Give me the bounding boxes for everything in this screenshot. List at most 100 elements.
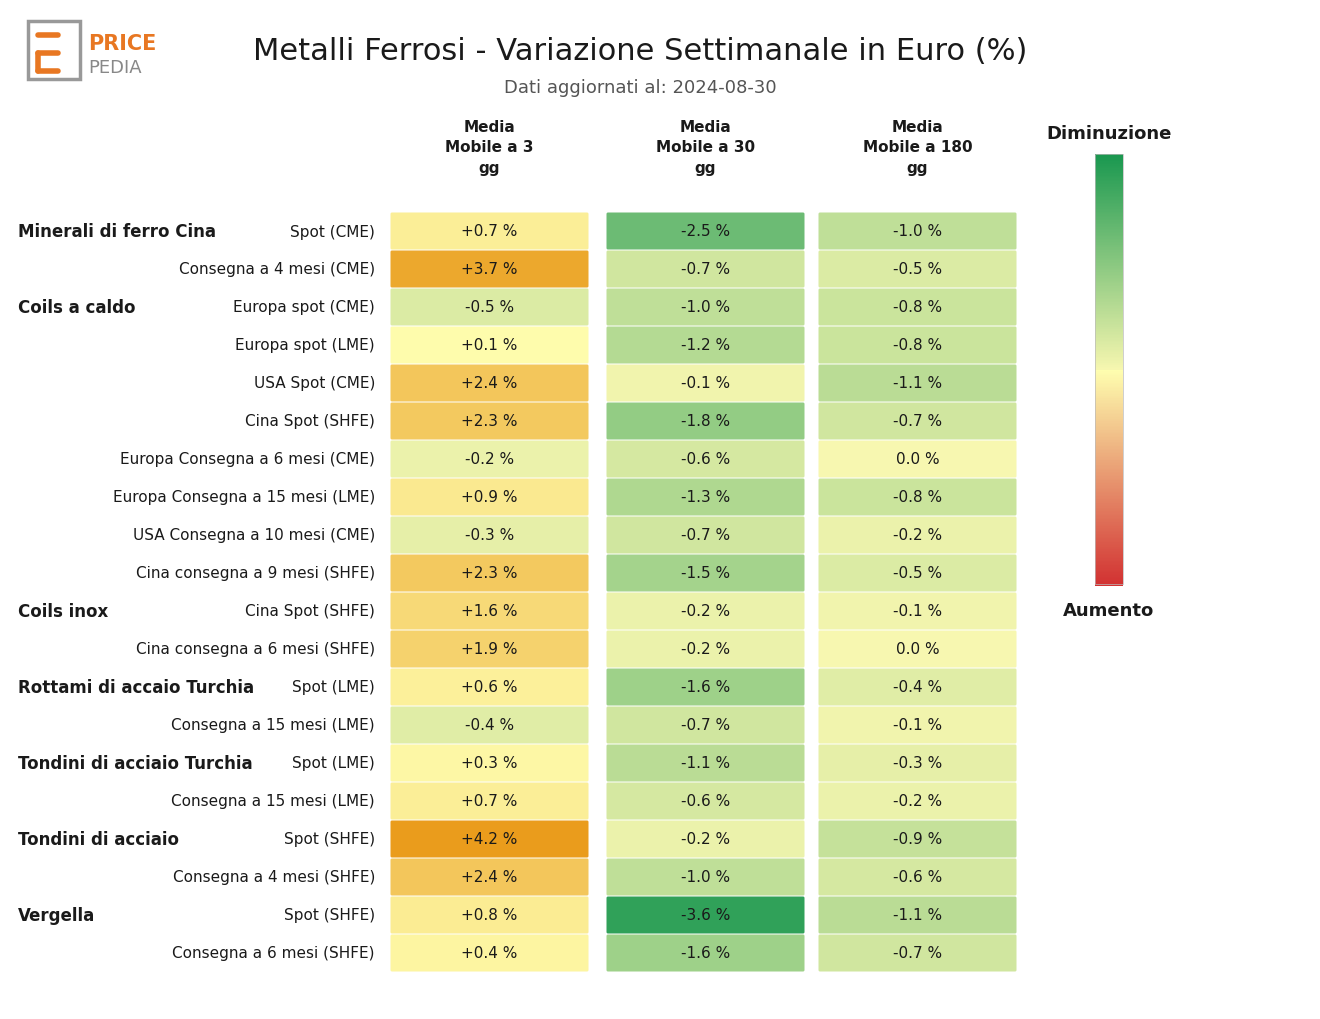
Bar: [1096, 545, 1123, 548]
Bar: [1096, 198, 1123, 200]
Bar: [1096, 557, 1123, 559]
Bar: [1096, 407, 1123, 409]
Text: USA Spot (CME): USA Spot (CME): [253, 376, 375, 391]
Bar: [1096, 495, 1123, 497]
Bar: [1096, 166, 1123, 168]
Text: Consegna a 4 mesi (SHFE): Consegna a 4 mesi (SHFE): [173, 869, 375, 884]
Bar: [1096, 368, 1123, 370]
Bar: [1096, 565, 1123, 567]
Bar: [1096, 337, 1123, 339]
Text: Tondini di acciaio Turchia: Tondini di acciaio Turchia: [18, 754, 252, 772]
Text: -0.7 %: -0.7 %: [681, 262, 730, 277]
Bar: [1096, 159, 1123, 161]
Bar: [1096, 236, 1123, 239]
FancyBboxPatch shape: [818, 365, 1016, 403]
Bar: [1096, 261, 1123, 263]
FancyBboxPatch shape: [606, 479, 804, 516]
Bar: [1096, 351, 1123, 353]
Bar: [1096, 256, 1123, 258]
FancyBboxPatch shape: [391, 783, 589, 819]
Bar: [1096, 291, 1123, 293]
FancyBboxPatch shape: [606, 517, 804, 554]
Text: -0.7 %: -0.7 %: [681, 528, 730, 543]
Text: -0.2 %: -0.2 %: [465, 452, 513, 467]
Bar: [1096, 512, 1123, 514]
Text: Cina Spot (SHFE): Cina Spot (SHFE): [246, 604, 375, 619]
FancyBboxPatch shape: [818, 859, 1016, 896]
Text: -1.1 %: -1.1 %: [892, 376, 942, 391]
Bar: [1096, 202, 1123, 205]
Bar: [1096, 457, 1123, 459]
Bar: [1096, 212, 1123, 215]
Bar: [1096, 356, 1123, 359]
Text: -0.5 %: -0.5 %: [892, 566, 942, 581]
Text: -0.6 %: -0.6 %: [681, 794, 730, 809]
Bar: [1096, 484, 1123, 486]
Bar: [1096, 438, 1123, 440]
Bar: [1096, 452, 1123, 454]
Bar: [1096, 506, 1123, 510]
Bar: [1096, 222, 1123, 224]
Bar: [1096, 460, 1123, 462]
Bar: [1096, 180, 1123, 183]
FancyBboxPatch shape: [391, 517, 589, 554]
Bar: [1096, 289, 1123, 292]
Text: Metalli Ferrosi - Variazione Settimanale in Euro (%): Metalli Ferrosi - Variazione Settimanale…: [253, 38, 1027, 66]
Bar: [1096, 314, 1123, 317]
Bar: [1096, 347, 1123, 350]
Text: -0.4 %: -0.4 %: [892, 680, 942, 695]
Bar: [1096, 541, 1123, 543]
Bar: [1096, 389, 1123, 391]
Bar: [1096, 251, 1123, 254]
Bar: [1096, 229, 1123, 231]
Text: Media
Mobile a 180
gg: Media Mobile a 180 gg: [863, 119, 973, 176]
Bar: [1096, 580, 1123, 582]
FancyBboxPatch shape: [391, 820, 589, 858]
Bar: [1096, 418, 1123, 420]
Bar: [1096, 543, 1123, 545]
Text: Consegna a 4 mesi (CME): Consegna a 4 mesi (CME): [180, 262, 375, 277]
Bar: [1096, 499, 1123, 502]
Bar: [1096, 572, 1123, 574]
Bar: [1096, 228, 1123, 230]
Text: +4.2 %: +4.2 %: [461, 832, 517, 847]
FancyBboxPatch shape: [391, 631, 589, 667]
Bar: [1096, 263, 1123, 265]
Bar: [1096, 231, 1123, 233]
Bar: [1096, 523, 1123, 525]
Bar: [1096, 282, 1123, 285]
FancyBboxPatch shape: [606, 441, 804, 478]
Bar: [1096, 561, 1123, 564]
FancyBboxPatch shape: [818, 934, 1016, 971]
Text: -0.2 %: -0.2 %: [892, 794, 942, 809]
FancyBboxPatch shape: [391, 707, 589, 744]
Text: -1.5 %: -1.5 %: [681, 566, 730, 581]
FancyBboxPatch shape: [818, 745, 1016, 782]
Bar: [1096, 182, 1123, 184]
Bar: [1096, 214, 1123, 216]
Bar: [1096, 165, 1123, 167]
Text: -0.2 %: -0.2 %: [681, 642, 730, 657]
Bar: [1096, 190, 1123, 192]
Bar: [1096, 514, 1123, 517]
Text: +2.3 %: +2.3 %: [461, 414, 517, 429]
Bar: [1096, 562, 1123, 566]
Bar: [1096, 417, 1123, 419]
Bar: [1096, 267, 1123, 269]
FancyBboxPatch shape: [606, 707, 804, 744]
Bar: [1096, 242, 1123, 244]
FancyBboxPatch shape: [818, 668, 1016, 706]
Text: -0.6 %: -0.6 %: [681, 452, 730, 467]
Bar: [1096, 303, 1123, 305]
Text: Tondini di acciaio: Tondini di acciaio: [18, 830, 180, 848]
Bar: [1096, 429, 1123, 431]
Text: -0.1 %: -0.1 %: [892, 604, 942, 619]
Bar: [1096, 575, 1123, 577]
Text: Vergella: Vergella: [18, 906, 95, 924]
Bar: [1096, 510, 1123, 512]
FancyBboxPatch shape: [391, 897, 589, 933]
Bar: [1096, 334, 1123, 336]
FancyBboxPatch shape: [818, 517, 1016, 554]
Bar: [1096, 385, 1123, 387]
Bar: [1096, 482, 1123, 485]
